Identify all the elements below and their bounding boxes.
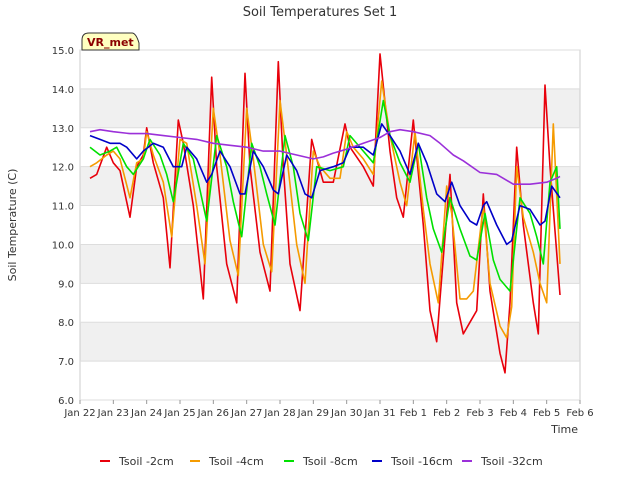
legend-label: Tsoil -2cm [118,455,174,468]
chart-title: Soil Temperatures Set 1 [243,5,398,20]
y-tick-label: 9.0 [58,279,74,290]
x-tick-label: Jan 31 [363,408,395,419]
site-label-box: VR_met [81,32,140,51]
y-tick-label: 14.0 [52,85,74,96]
series-line-tsoil-4cm [89,80,561,339]
series-line-tsoil-8cm [89,99,561,292]
legend-label: Tsoil -32cm [480,455,543,468]
y-axis-label: Soil Temperature (C) [6,169,19,282]
y-tick-label: 11.0 [52,202,74,213]
grid-band [80,244,580,284]
x-tick-label: Jan 26 [197,408,229,419]
x-tick-label: Feb 3 [466,408,493,419]
x-tick-label: Jan 22 [63,408,95,419]
x-tick-label: Feb 6 [566,408,593,419]
x-tick-label: Feb 5 [533,408,560,419]
y-tick-label: 15.0 [52,46,74,57]
x-tick-label: Feb 1 [400,408,427,419]
grid-band [80,88,580,128]
series-lines [89,53,561,374]
y-axis: 6.0 7.0 8.0 9.0 10.0 11.0 12.0 13.0 14.0 15.0 [52,46,580,407]
x-tick-label: Jan 23 [97,408,129,419]
y-tick-label: 8.0 [58,318,74,329]
grid-band [80,322,580,362]
site-label-badge [81,32,140,51]
x-tick-label: Jan 27 [230,408,262,419]
x-axis-label: Time [550,423,578,436]
x-tick-label: Jan 29 [297,408,329,419]
grid-band [80,166,580,206]
y-tick-label: 7.0 [58,357,74,368]
legend: Tsoil -2cm Tsoil -4cm Tsoil -8cm Tsoil -16c… [100,455,543,468]
y-tick-label: 10.0 [52,240,74,251]
series-line-tsoil-32cm [89,128,561,185]
legend-label: Tsoil -8cm [302,455,358,468]
x-tick-label: Jan 25 [163,408,195,419]
series-line-tsoil-16cm [89,123,561,246]
x-tick-label: Jan 24 [130,408,162,419]
plot-background-bands [80,88,580,362]
legend-label: Tsoil -16cm [390,455,453,468]
x-tick-label: Feb 2 [433,408,460,419]
site-label: VR_met [87,36,134,49]
y-tick-label: 12.0 [52,163,74,174]
x-tick-label: Feb 4 [500,408,527,419]
x-tick-label: Jan 30 [330,408,362,419]
y-tick-label: 13.0 [52,124,74,135]
legend-label: Tsoil -4cm [208,455,264,468]
x-axis: Jan 22 Jan 23 Jan 24 Jan 25 Jan 26 Jan 27 Jan … [63,400,594,419]
y-tick-label: 6.0 [58,396,74,407]
x-tick-label: Jan 28 [263,408,295,419]
